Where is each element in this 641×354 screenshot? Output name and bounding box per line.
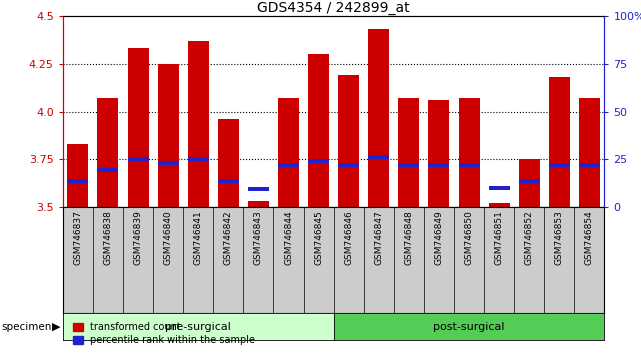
Bar bbox=[218, 119, 239, 207]
Text: GSM746853: GSM746853 bbox=[555, 210, 564, 265]
Legend: transformed count, percentile rank within the sample: transformed count, percentile rank withi… bbox=[69, 319, 259, 349]
Bar bbox=[428, 100, 449, 207]
Text: GSM746848: GSM746848 bbox=[404, 210, 413, 265]
Text: GSM746849: GSM746849 bbox=[435, 210, 444, 265]
Text: GSM746852: GSM746852 bbox=[525, 210, 534, 265]
Title: GDS4354 / 242899_at: GDS4354 / 242899_at bbox=[257, 1, 410, 15]
Text: GSM746837: GSM746837 bbox=[73, 210, 82, 265]
Text: GSM746846: GSM746846 bbox=[344, 210, 353, 265]
Text: specimen: specimen bbox=[1, 321, 52, 332]
Text: pre-surgical: pre-surgical bbox=[165, 321, 231, 332]
Bar bbox=[519, 159, 540, 207]
Bar bbox=[97, 168, 119, 172]
Bar bbox=[549, 163, 570, 167]
Text: GSM746840: GSM746840 bbox=[163, 210, 172, 265]
Bar bbox=[128, 48, 149, 207]
Bar bbox=[248, 201, 269, 207]
Bar bbox=[248, 187, 269, 191]
Bar bbox=[398, 163, 419, 167]
Text: GSM746847: GSM746847 bbox=[374, 210, 383, 265]
Text: GSM746841: GSM746841 bbox=[194, 210, 203, 265]
Bar bbox=[368, 29, 389, 207]
Bar bbox=[218, 179, 239, 183]
Bar bbox=[97, 98, 119, 207]
Bar bbox=[338, 163, 359, 167]
Bar bbox=[308, 159, 329, 163]
Bar bbox=[188, 41, 209, 207]
Text: GSM746842: GSM746842 bbox=[224, 210, 233, 265]
Bar bbox=[549, 77, 570, 207]
Text: GSM746845: GSM746845 bbox=[314, 210, 323, 265]
Bar bbox=[67, 179, 88, 183]
Bar bbox=[128, 157, 149, 161]
Text: GSM746839: GSM746839 bbox=[133, 210, 142, 265]
Text: ▶: ▶ bbox=[52, 321, 61, 332]
Bar bbox=[338, 75, 359, 207]
Text: post-surgical: post-surgical bbox=[433, 321, 505, 332]
Text: GSM746843: GSM746843 bbox=[254, 210, 263, 265]
Bar bbox=[398, 98, 419, 207]
Bar bbox=[158, 161, 179, 165]
Bar bbox=[428, 163, 449, 167]
Bar bbox=[158, 64, 179, 207]
Text: GSM746851: GSM746851 bbox=[495, 210, 504, 265]
Bar bbox=[67, 144, 88, 207]
Bar bbox=[278, 163, 299, 167]
Bar bbox=[458, 98, 479, 207]
Bar bbox=[278, 98, 299, 207]
Bar bbox=[368, 155, 389, 159]
Text: GSM746844: GSM746844 bbox=[284, 210, 293, 265]
Bar bbox=[458, 163, 479, 167]
Bar bbox=[308, 54, 329, 207]
Bar bbox=[188, 157, 209, 161]
Bar bbox=[488, 186, 510, 190]
Text: GSM746850: GSM746850 bbox=[465, 210, 474, 265]
Bar bbox=[519, 179, 540, 183]
Bar bbox=[488, 203, 510, 207]
Bar bbox=[579, 98, 600, 207]
Text: GSM746854: GSM746854 bbox=[585, 210, 594, 265]
Bar bbox=[579, 163, 600, 167]
Text: GSM746838: GSM746838 bbox=[103, 210, 112, 265]
